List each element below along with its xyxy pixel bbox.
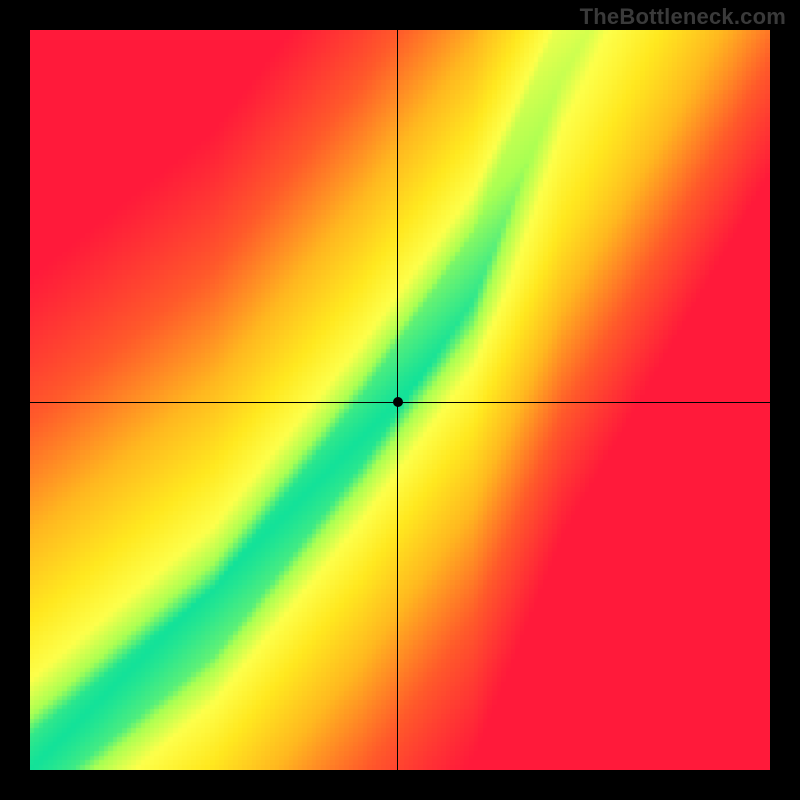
crosshair-marker: [393, 397, 403, 407]
watermark-text: TheBottleneck.com: [580, 4, 786, 30]
plot-area: [30, 30, 770, 770]
